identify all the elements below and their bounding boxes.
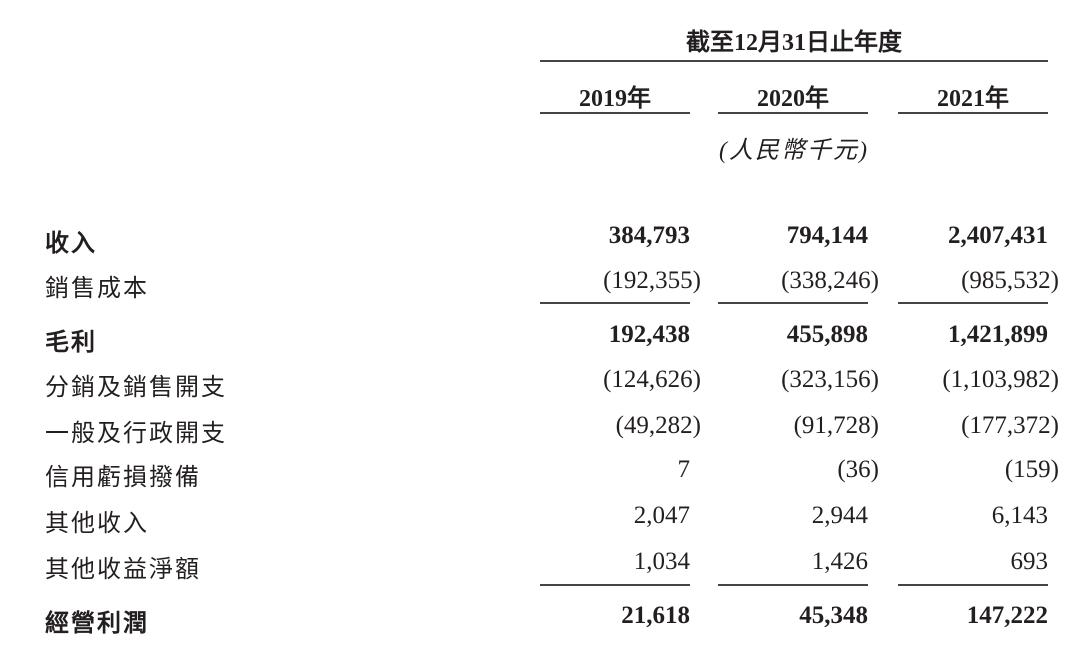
value-cell: 21,618: [621, 602, 690, 629]
value-cell: 45,348: [799, 602, 868, 629]
value-cell: 384,793: [608, 222, 690, 249]
year-divider: [898, 112, 1048, 114]
row-label: 一般及行政開支: [45, 421, 227, 447]
row-label: 分銷及銷售開支: [45, 375, 227, 401]
value-cell: 2,944: [811, 502, 868, 529]
year-header-2020: 2020年: [757, 86, 829, 112]
value-cell: 1,034: [633, 548, 690, 575]
row-label: 其他收入: [45, 511, 149, 537]
value-cell: (159): [1004, 456, 1059, 483]
value-cell: (124,626): [603, 366, 701, 393]
value-cell: (177,372): [961, 412, 1059, 439]
row-label: 銷售成本: [45, 276, 149, 302]
value-cell: 794,144: [786, 222, 868, 249]
value-cell: 2,407,431: [948, 222, 1048, 249]
value-cell: (323,156): [781, 366, 879, 393]
row-label: 毛利: [45, 330, 97, 356]
value-cell: (338,246): [781, 267, 879, 294]
period-divider: [540, 60, 1048, 62]
subtotal-divider: [718, 584, 868, 586]
value-cell: 1,421,899: [948, 321, 1048, 348]
value-cell: 2,047: [633, 502, 690, 529]
year-divider: [540, 112, 690, 114]
value-cell: 693: [1010, 548, 1049, 575]
value-cell: 1,426: [811, 548, 868, 575]
value-cell: 7: [677, 456, 691, 483]
value-cell: 192,438: [608, 321, 690, 348]
row-label: 收入: [45, 231, 97, 257]
value-cell: 147,222: [966, 602, 1048, 629]
year-divider: [718, 112, 868, 114]
row-label: 其他收益淨額: [45, 557, 201, 583]
value-cell: (985,532): [961, 267, 1059, 294]
subtotal-divider: [718, 302, 868, 304]
year-header-2021: 2021年: [937, 86, 1009, 112]
subtotal-divider: [540, 584, 690, 586]
period-header: 截至12月31日止年度: [686, 30, 902, 56]
value-cell: 6,143: [991, 502, 1048, 529]
value-cell: (192,355): [603, 267, 701, 294]
subtotal-divider: [898, 584, 1048, 586]
subtotal-divider: [540, 302, 690, 304]
value-cell: (36): [837, 456, 879, 483]
subtotal-divider: [898, 302, 1048, 304]
value-cell: (1,103,982): [942, 366, 1059, 393]
value-cell: (91,728): [793, 412, 879, 439]
unit-label: (人民幣千元): [719, 138, 869, 164]
value-cell: 455,898: [786, 321, 868, 348]
row-label: 經營利潤: [45, 611, 149, 637]
value-cell: (49,282): [615, 412, 701, 439]
year-header-2019: 2019年: [579, 86, 651, 112]
row-label: 信用虧損撥備: [45, 465, 201, 491]
